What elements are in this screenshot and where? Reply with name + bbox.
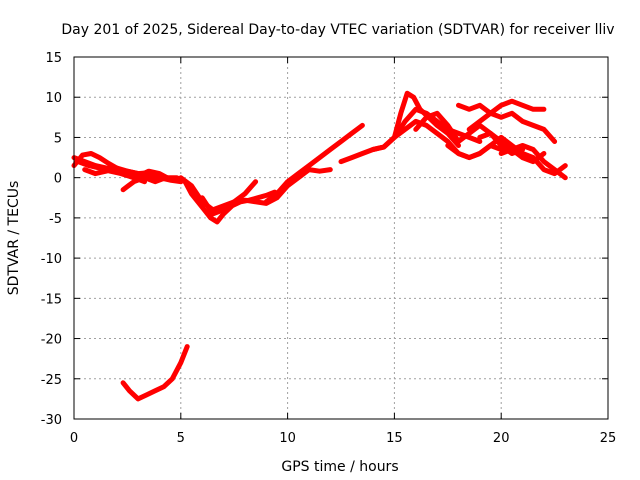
series-track-18 (120, 344, 190, 402)
y-tick-label: 0 (54, 172, 62, 187)
series-track-8 (263, 122, 365, 205)
series-track-14 (456, 98, 547, 116)
series-track-12 (413, 110, 526, 156)
series-group (71, 90, 568, 402)
chart-title: Day 201 of 2025, Sidereal Day-to-day VTE… (61, 22, 614, 38)
series-track-15 (466, 110, 558, 144)
series-track-7 (199, 179, 259, 217)
x-tick-label: 10 (279, 431, 296, 446)
x-axis-ticks: 0 5 10 15 20 25 (70, 57, 616, 446)
x-axis-label: GPS time / hours (281, 459, 398, 475)
y-tick-label: -10 (41, 252, 62, 267)
y-axis-label: SDTVAR / TECUs (6, 181, 22, 296)
y-tick-label: -15 (41, 292, 62, 307)
series-track-4 (82, 165, 173, 182)
y-tick-label: -20 (41, 333, 62, 348)
series-track-9 (338, 90, 461, 165)
x-tick-label: 25 (600, 431, 617, 446)
series-track-13 (445, 134, 568, 177)
series-track-16 (477, 130, 568, 181)
y-tick-label: -25 (41, 373, 62, 388)
y-tick-label: 10 (45, 91, 62, 106)
y-axis-ticks: 15 10 5 0 -5 -10 -15 -20 -25 -30 (41, 51, 608, 428)
y-tick-label: 15 (45, 51, 62, 66)
plot-frame (73, 56, 609, 420)
y-tick-label: -30 (41, 413, 62, 428)
x-tick-label: 20 (493, 431, 510, 446)
y-tick-label: 5 (54, 131, 62, 146)
y-tick-label: -5 (49, 212, 62, 227)
x-tick-label: 0 (70, 431, 78, 446)
grid (74, 57, 608, 419)
series-track-10 (370, 106, 483, 152)
series-track-17 (498, 147, 547, 165)
x-tick-label: 15 (386, 431, 403, 446)
x-tick-label: 5 (177, 431, 185, 446)
